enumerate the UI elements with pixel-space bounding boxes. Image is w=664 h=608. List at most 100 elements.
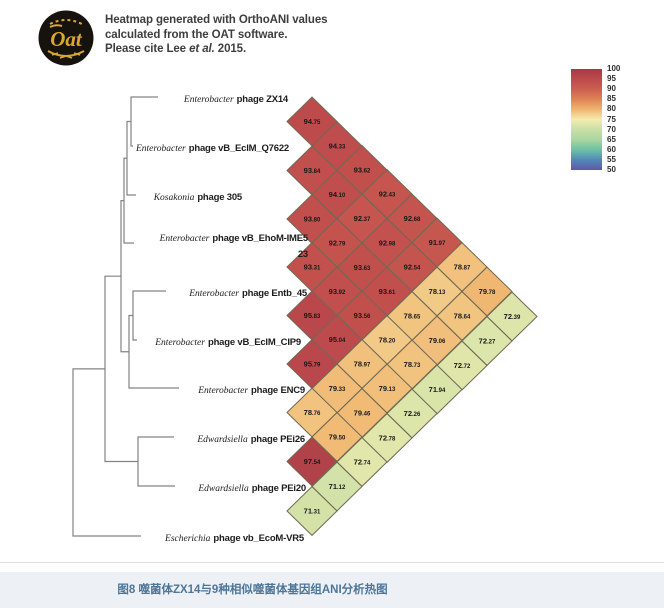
oat-logo-graphic: Oat bbox=[38, 10, 94, 66]
ani-heatmap: 94.75 94.33 93.84 93.62 94.10 93.80 92.43 92.37… bbox=[286, 96, 538, 537]
colorbar-tick: 55 bbox=[607, 154, 616, 164]
ani-value: 72.78 bbox=[379, 434, 396, 443]
ani-value: 91.97 bbox=[429, 238, 446, 247]
ani-value: 92.43 bbox=[379, 190, 396, 199]
ani-value: 78.76 bbox=[304, 408, 321, 417]
taxon-genus: Edwardsiella bbox=[197, 434, 248, 445]
colorbar-gradient bbox=[571, 69, 602, 170]
caption-band: 图8 噬菌体ZX14与9种相似噬菌体基因组ANI分析热图 bbox=[0, 572, 664, 608]
logo-macron bbox=[49, 24, 63, 28]
taxon-name: phage ZX14 bbox=[236, 93, 289, 105]
ani-value: 79.50 bbox=[329, 433, 346, 442]
figure-caption: 图8 噬菌体ZX14与9种相似噬菌体基因组ANI分析热图 bbox=[117, 584, 388, 596]
header-line2: calculated from the OAT software. bbox=[105, 28, 288, 41]
ani-value: 93.80 bbox=[304, 215, 321, 224]
taxon-genus: Enterobacter bbox=[155, 337, 205, 348]
taxon-genus: Enterobacter bbox=[189, 288, 240, 299]
caption-divider bbox=[0, 562, 664, 563]
logo-top-dashes bbox=[49, 19, 83, 25]
taxon-genus: Enterobacter bbox=[159, 234, 210, 244]
ani-value: 92.68 bbox=[404, 214, 421, 223]
ani-value: 78.73 bbox=[404, 360, 421, 369]
ani-value: 72.72 bbox=[454, 361, 471, 370]
colorbar-tick: 85 bbox=[607, 94, 616, 104]
ani-value: 72.27 bbox=[479, 337, 496, 346]
colorbar-tick: 75 bbox=[607, 114, 616, 124]
ani-value: 71.31 bbox=[304, 507, 321, 516]
ani-value: 78.64 bbox=[454, 312, 471, 321]
taxon-label: Enterobacter phage Entb_45 bbox=[189, 285, 307, 301]
header-line3-prefix: Please cite Lee bbox=[105, 43, 190, 55]
taxon-name: phage vB_EhoM-IME5 bbox=[212, 233, 308, 244]
taxon-name: phage vB_EclM_Q7622 bbox=[188, 142, 289, 154]
taxon-name: phage PEi20 bbox=[251, 482, 306, 494]
taxon-name: phage ENC9 bbox=[251, 384, 305, 396]
colorbar-tick: 50 bbox=[607, 165, 616, 174]
colorbar-tick: 65 bbox=[607, 134, 616, 144]
ani-value: 79.06 bbox=[429, 336, 446, 345]
taxon-name: phage PEi26 bbox=[250, 433, 305, 445]
ani-value: 71.94 bbox=[429, 385, 446, 394]
ani-value: 93.92 bbox=[329, 287, 346, 296]
ani-value: 72.26 bbox=[404, 409, 421, 418]
ani-value: 93.84 bbox=[304, 166, 321, 175]
taxon-label: Edwardsiella phage PEi20 bbox=[198, 480, 306, 496]
ani-value: 72.39 bbox=[504, 312, 521, 321]
logo-laurel-leaves bbox=[51, 52, 81, 59]
ani-value: 79.46 bbox=[354, 409, 371, 418]
ani-value: 78.87 bbox=[454, 263, 471, 272]
taxon-label: Enterobacter phage ZX14 bbox=[184, 91, 288, 107]
taxon-genus: Enterobacter bbox=[135, 143, 186, 154]
ani-value: 78.20 bbox=[379, 336, 396, 345]
ani-value: 93.31 bbox=[304, 263, 321, 272]
ani-value: 92.37 bbox=[354, 214, 371, 223]
ani-value: 71.12 bbox=[329, 482, 346, 491]
taxon-name-line2: 23 bbox=[297, 249, 308, 260]
taxon-label: Edwardsiella phage PEi26 bbox=[197, 431, 305, 447]
header-line3: Please cite Lee et al. 2015. bbox=[105, 42, 327, 57]
header-line1: Heatmap generated with OrthoANI values bbox=[105, 14, 328, 26]
ani-value: 92.54 bbox=[404, 263, 421, 272]
taxon-genus: Escherichia bbox=[165, 533, 211, 544]
taxon-name: phage vb_EcoM-VR5 bbox=[213, 532, 304, 544]
ani-value: 79.33 bbox=[329, 384, 346, 393]
header-line3-etal: et al. bbox=[189, 43, 215, 55]
taxon-name: phage 305 bbox=[197, 191, 242, 203]
oat-logo: Oat bbox=[37, 9, 95, 67]
ani-value: 78.65 bbox=[404, 312, 421, 321]
taxon-name: phage vB_EclM_CIP9 bbox=[207, 336, 301, 348]
colorbar: 100 95 90 85 80 75 70 65 60 55 50 bbox=[571, 64, 620, 174]
taxon-genus: Edwardsiella bbox=[198, 483, 249, 494]
dendrogram bbox=[72, 96, 179, 537]
logo-circle bbox=[38, 10, 94, 66]
ani-value: 94.75 bbox=[304, 117, 321, 126]
ani-value: 95.83 bbox=[304, 311, 321, 320]
ani-value: 97.54 bbox=[304, 457, 321, 466]
taxon-label: Enterobacter phage vB_EhoM-IME5 23 bbox=[159, 230, 309, 261]
colorbar-tick: 100 bbox=[607, 64, 621, 73]
colorbar-tick: 90 bbox=[607, 84, 616, 94]
logo-text: Oat bbox=[50, 27, 83, 51]
ani-cell bbox=[286, 485, 338, 537]
taxon-label: Enterobacter phage ENC9 bbox=[198, 382, 305, 398]
taxon-label: Escherichia phage vb_EcoM-VR5 bbox=[165, 530, 304, 546]
ani-value: 93.61 bbox=[379, 287, 396, 296]
taxon-label: Kosakonia phage 305 bbox=[154, 189, 243, 205]
ani-value: 93.62 bbox=[354, 166, 371, 175]
ani-value: 95.04 bbox=[329, 335, 346, 344]
taxon-label: Enterobacter phage vB_EclM_CIP9 bbox=[155, 334, 301, 350]
ani-value: 93.63 bbox=[354, 263, 371, 272]
ani-value: 93.56 bbox=[354, 311, 371, 320]
colorbar-tick: 80 bbox=[607, 104, 616, 114]
ani-value: 72.74 bbox=[354, 458, 371, 467]
ani-value: 92.98 bbox=[379, 239, 396, 248]
ani-value: 94.10 bbox=[329, 190, 346, 199]
ani-value: 78.13 bbox=[429, 287, 446, 296]
header-line3-suffix: 2015. bbox=[214, 43, 247, 55]
colorbar-tick: 95 bbox=[607, 74, 616, 84]
taxon-name: phage Entb_45 bbox=[242, 287, 307, 299]
ani-value: 79.78 bbox=[479, 287, 496, 296]
ani-value: 95.79 bbox=[304, 360, 321, 369]
